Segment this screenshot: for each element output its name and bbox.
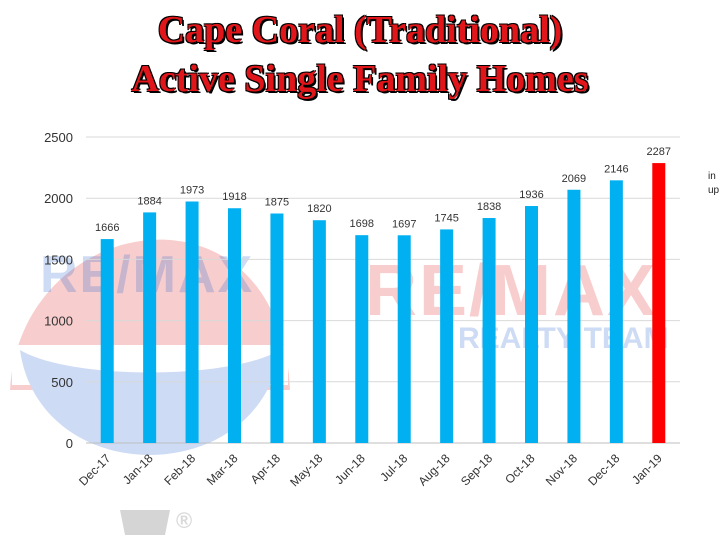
- bar: [652, 163, 666, 443]
- bar: [143, 212, 157, 443]
- data-label: 2287: [647, 146, 671, 158]
- data-label: 1698: [350, 218, 374, 230]
- data-label: 1875: [265, 197, 289, 209]
- data-label: 1820: [307, 203, 331, 215]
- bar: [312, 220, 326, 443]
- y-tick-label: 1000: [44, 314, 73, 329]
- watermark-brand-center: RE/MAX: [365, 251, 658, 331]
- x-tick-label: Jul-18: [377, 451, 410, 484]
- bar: [270, 213, 284, 443]
- x-tick-label: Jun-18: [332, 451, 368, 487]
- x-tick-label: May-18: [287, 451, 325, 489]
- bar: [567, 189, 581, 443]
- x-tick-label: Apr-18: [248, 451, 284, 487]
- data-label: 1666: [95, 222, 119, 234]
- x-tick-label: Jan-18: [120, 451, 156, 487]
- data-label: 1745: [434, 212, 458, 224]
- bar: [355, 235, 369, 443]
- x-tick-label: Oct-18: [502, 451, 538, 487]
- bar: [100, 239, 114, 443]
- x-tick-label: Feb-18: [161, 451, 198, 488]
- x-tick-label: Aug-18: [415, 451, 452, 488]
- gridlines: [86, 136, 680, 444]
- x-tick-label: Jan-19: [629, 451, 665, 487]
- data-label: 2069: [562, 173, 586, 185]
- bar: [482, 218, 496, 443]
- data-label: 1973: [180, 185, 204, 197]
- x-axis: Dec-17 Jan-18 Feb-18 Mar-18 Apr-18 May-18 Jun-…: [76, 451, 665, 489]
- y-tick-label: 2000: [44, 191, 73, 206]
- y-axis: 0 500 1000 1500 2000 2500: [44, 130, 680, 451]
- bar: [228, 208, 241, 443]
- bar: [397, 235, 411, 443]
- data-label: 1918: [222, 191, 246, 203]
- bars: [100, 163, 666, 444]
- x-tick-label: Nov-18: [543, 451, 580, 488]
- watermark-registered-mark: ®: [176, 508, 193, 533]
- bar: [440, 229, 454, 443]
- data-label: 1884: [137, 195, 161, 207]
- bar: [525, 206, 538, 443]
- data-label: 2146: [604, 163, 628, 175]
- data-label: 1936: [519, 189, 543, 201]
- x-tick-label: Sep-18: [458, 451, 495, 488]
- x-tick-label: Dec-18: [585, 451, 622, 488]
- x-tick-label: Dec-17: [76, 451, 113, 488]
- y-tick-label: 0: [66, 436, 73, 451]
- data-label: 1697: [392, 218, 416, 230]
- bar: [185, 201, 199, 443]
- x-tick-label: Mar-18: [204, 451, 241, 488]
- bar: [609, 180, 623, 444]
- data-label: 1838: [477, 201, 501, 213]
- y-tick-label: 500: [51, 375, 73, 390]
- data-labels: 1666 1884 1973 1918 1875 1820 1698 1697 1745 1838…: [95, 146, 671, 234]
- chart-title-line-2: Active Single Family Homes: [131, 58, 589, 100]
- y-tick-label: 2500: [44, 130, 73, 145]
- chart-title-line-1: Cape Coral (Traditional): [157, 9, 563, 51]
- y-tick-label: 1500: [44, 252, 73, 267]
- cropped-side-note: in up: [708, 171, 720, 196]
